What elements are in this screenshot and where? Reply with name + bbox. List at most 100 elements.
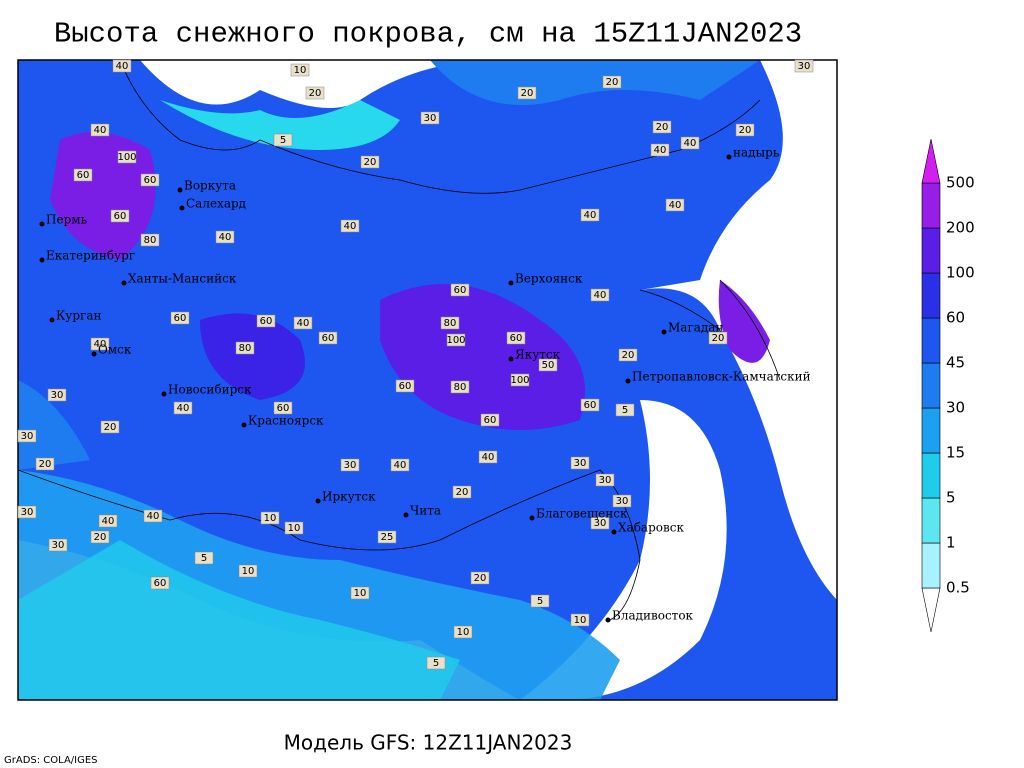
map-label: 60 (114, 211, 127, 222)
map-label-box (680, 136, 700, 150)
city-dot (508, 356, 514, 362)
map-label: 60 (174, 313, 187, 324)
map-label: 20 (309, 88, 322, 99)
city-name: Благовещенск (536, 507, 628, 521)
map-label: 60 (584, 400, 597, 411)
map-label-box (450, 283, 470, 297)
city-name: Пермь (46, 213, 88, 227)
map-label: 60 (77, 170, 90, 181)
map-label: 30 (21, 431, 34, 442)
deep-snow (718, 280, 770, 363)
map-label-box (615, 403, 635, 417)
map-label-box (17, 429, 37, 443)
colorbar-label: 100 (946, 264, 975, 282)
map-label-box (290, 63, 310, 77)
map-label-box (390, 458, 410, 472)
map-label: 100 (117, 152, 136, 163)
colorbar-band (921, 272, 941, 319)
borders (18, 60, 781, 621)
map-label-box (215, 230, 235, 244)
map-label-box (110, 209, 130, 223)
map-label: 60 (322, 333, 335, 344)
map-label: 60 (277, 403, 290, 414)
map-label: 60 (154, 578, 167, 589)
map-label: 20 (712, 333, 725, 344)
subtitle: Модель GFS: 12Z11JAN2023 (284, 731, 573, 755)
map-label: 30 (574, 458, 587, 469)
map-label-box (395, 379, 415, 393)
map-label-box (377, 530, 397, 544)
city-dot (605, 617, 611, 623)
city-dot (49, 317, 55, 323)
city-dot (241, 422, 247, 428)
map-label: 40 (94, 125, 107, 136)
map-label-box (595, 473, 615, 487)
map-label: 20 (94, 532, 107, 543)
map-label: 20 (39, 459, 52, 470)
map-label: 40 (116, 61, 129, 72)
map-label-box (794, 59, 814, 73)
map-label-box (173, 401, 193, 415)
colorbar-label: 1 (946, 534, 956, 552)
map-label: 20 (606, 77, 619, 88)
map-label: 10 (354, 588, 367, 599)
map-label: 60 (399, 381, 412, 392)
colorbar-band (921, 182, 941, 229)
colorbar-label: 500 (946, 174, 975, 192)
map-label-box (238, 564, 258, 578)
map-label-box (652, 120, 672, 134)
map-label: 10 (288, 523, 301, 534)
map-label: 30 (616, 496, 629, 507)
city-dot (625, 378, 631, 384)
map-label: 60 (260, 316, 273, 327)
map-label: 20 (104, 422, 117, 433)
map-label: 40 (219, 232, 232, 243)
map-label: 40 (297, 318, 310, 329)
map-label-box (90, 123, 110, 137)
colorbar-band (921, 542, 941, 589)
map-label-box (426, 656, 446, 670)
map-label-box (90, 337, 110, 351)
colorbar-band (921, 317, 941, 364)
city-name: Красноярск (248, 414, 324, 428)
map-label-box (305, 86, 325, 100)
map-label: 40 (102, 516, 115, 527)
map (18, 60, 837, 700)
map-label: 20 (622, 350, 635, 361)
city-name: Чита (410, 504, 441, 518)
map-label: 10 (294, 65, 307, 76)
map-label: 10 (242, 566, 255, 577)
map-label: 10 (574, 615, 587, 626)
city-dot (403, 512, 409, 518)
map-label: 10 (457, 627, 470, 638)
map-label: 20 (521, 88, 534, 99)
map-label-box (580, 208, 600, 222)
map-label-box (318, 331, 338, 345)
map-label-box (273, 401, 293, 415)
city-dot (161, 391, 167, 397)
city-dot (611, 529, 617, 535)
map-label: 60 (510, 333, 523, 344)
map-label-box (570, 456, 590, 470)
map-label: 5 (280, 135, 286, 146)
map-label-box (340, 219, 360, 233)
map-label-box (538, 358, 558, 372)
map-label: 5 (201, 553, 207, 564)
map-label: 30 (51, 390, 64, 401)
city-dot (177, 187, 183, 193)
map-label: 30 (798, 61, 811, 72)
map-label-box (260, 511, 280, 525)
map-label: 20 (474, 573, 487, 584)
map-label-box (235, 341, 255, 355)
map-label-box (73, 168, 93, 182)
map-label: 50 (542, 360, 555, 371)
colorbar-label: 200 (946, 219, 975, 237)
city-dot (661, 329, 667, 335)
colorbar-label: 60 (946, 309, 965, 327)
city-name: Верхоянск (515, 272, 583, 286)
map-label-box (450, 380, 470, 394)
map-label: 40 (594, 290, 607, 301)
title: Высота снежного покрова, см на 15Z11JAN2… (54, 18, 802, 51)
